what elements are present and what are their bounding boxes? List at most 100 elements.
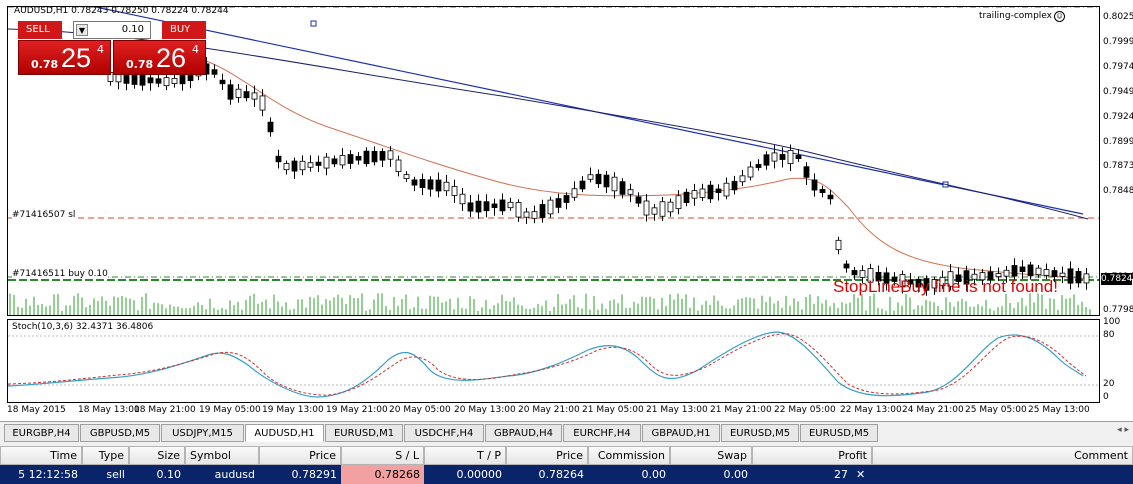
column-header[interactable]: Price	[506, 446, 588, 465]
candle-body	[155, 78, 162, 84]
stoch-level-label: 20	[1103, 379, 1115, 389]
candle-body	[411, 179, 418, 186]
buy-price-sup: 4	[192, 43, 199, 56]
cell-symbol: audusd	[214, 468, 255, 481]
candle-body	[387, 150, 394, 160]
candle-body	[243, 91, 250, 99]
candle-body	[739, 175, 746, 183]
column-header[interactable]: Type	[82, 446, 129, 465]
price-axis: 0.8025 0.7999 0.7974 0.7949 0.7924 0.7899 0.78…	[1100, 6, 1133, 316]
candle-body	[939, 276, 946, 286]
candle-body	[827, 194, 834, 200]
column-header[interactable]: Price	[259, 446, 341, 465]
chart-tab[interactable]: EURUSD,M1	[325, 424, 403, 442]
candle-body	[355, 155, 362, 161]
candle-body	[603, 174, 610, 188]
candle-body	[1067, 268, 1074, 284]
time-axis: 18 May 2015 18 May 13:00 18 May 21:00 19 Ma…	[7, 404, 1100, 420]
candle-body	[443, 181, 450, 192]
buy-button[interactable]: BUY	[162, 21, 206, 39]
candle-body	[955, 274, 962, 282]
column-header[interactable]: T / P	[424, 446, 506, 465]
column-header[interactable]: Size	[129, 446, 185, 465]
candle-body	[483, 201, 490, 212]
stoch-level-label: 80	[1103, 330, 1115, 340]
sl-order-label: #71416507 sl	[12, 210, 76, 220]
candle-body	[875, 271, 882, 282]
lot-value[interactable]: 0.10	[121, 24, 144, 35]
time-axis-label: 21 May 05:00	[582, 405, 644, 415]
candle-body	[723, 182, 730, 197]
expert-advisor-label[interactable]: trailing-complex ☺	[979, 11, 1065, 22]
candle-body	[227, 84, 234, 100]
column-header[interactable]: S / L	[341, 446, 424, 465]
candle-body	[1083, 273, 1090, 284]
candle-body	[451, 186, 458, 196]
price-axis-label: 0.7873	[1103, 161, 1133, 172]
chart-tab[interactable]: GBPUSD,M5	[80, 424, 160, 442]
stochastic-subwindow[interactable]: Stoch(10,3,6) 32.4371 36.4806	[7, 319, 1100, 403]
tab-scroll-arrows-icon[interactable]: ◂ ▸	[1117, 425, 1129, 435]
cell-type: sell	[106, 468, 125, 481]
column-header[interactable]: Commission	[588, 446, 670, 465]
candle-body	[363, 150, 370, 165]
chart-window[interactable]: AUDUSD,H1 0.78243 0.78250 0.78224 0.7824…	[0, 0, 1133, 421]
candle-body	[507, 201, 514, 209]
candle-body	[699, 188, 706, 198]
time-axis-label: 19 May 13:00	[262, 405, 324, 415]
column-header[interactable]: Profit	[752, 446, 872, 465]
price-axis-label: 0.7798	[1103, 305, 1133, 315]
table-row[interactable]: 5 12:12:58 sell 0.10 audusd 0.78291 0.78…	[0, 465, 1133, 484]
chart-tab[interactable]: GBPAUD,H4	[485, 424, 562, 442]
chart-tab[interactable]: EURGBP,H4	[4, 424, 79, 442]
candle-body	[491, 203, 498, 209]
cell-price: 0.78291	[291, 468, 338, 481]
sell-price-button[interactable]: 0.78 25 4	[18, 40, 111, 75]
time-axis-label: 21 May 13:00	[646, 405, 708, 415]
warning-message: StopLineBuy line is not found!	[833, 277, 1058, 296]
cell-stop-loss[interactable]: 0.78268	[341, 465, 424, 484]
stoch-level-label: 100	[1103, 317, 1121, 327]
candle-body	[883, 272, 890, 284]
candle-body	[555, 198, 562, 208]
chart-tab[interactable]: USDCHF,H4	[404, 424, 484, 442]
candle-body	[499, 199, 506, 212]
chart-tab[interactable]: EURUSD,M5	[800, 424, 878, 442]
chart-tab[interactable]: AUDUSD,H1	[245, 424, 324, 442]
chart-tab[interactable]: EURUSD,M5	[721, 424, 799, 442]
cell-time: 5 12:12:58	[18, 468, 78, 481]
lot-size-input[interactable]: ▼ 0.10	[73, 21, 151, 39]
candle-body	[1051, 270, 1058, 278]
candle-body	[891, 276, 898, 282]
price-axis-label: 0.7899	[1103, 136, 1133, 147]
price-axis-label: 0.7999	[1103, 36, 1133, 47]
cell-swap: 0.00	[723, 468, 749, 481]
candle-body	[771, 152, 778, 162]
candle-body	[283, 163, 290, 171]
close-order-icon[interactable]: ✕	[856, 468, 866, 481]
column-header[interactable]: Comment	[872, 446, 1133, 465]
trend-line	[92, 7, 1084, 215]
chart-tab[interactable]: GBPAUD,H1	[642, 424, 720, 442]
column-header[interactable]: Time	[0, 446, 82, 465]
candle-body	[315, 161, 322, 166]
sell-button[interactable]: SELL	[18, 21, 62, 39]
candle-body	[731, 180, 738, 191]
candle-body	[691, 190, 698, 199]
chart-tab[interactable]: USDJPY,M15	[161, 424, 244, 442]
candle-body	[251, 92, 258, 100]
candle-body	[899, 274, 906, 288]
volume-bars-group	[9, 293, 1091, 315]
buy-price-button[interactable]: 0.78 26 4	[113, 40, 206, 75]
candle-body	[587, 174, 594, 180]
candle-body	[1019, 266, 1026, 272]
stoch-main-line	[8, 331, 1084, 398]
chevron-down-icon[interactable]: ▼	[76, 24, 88, 36]
chart-tab[interactable]: EURCHF,H4	[563, 424, 641, 442]
price-chart[interactable]: AUDUSD,H1 0.78243 0.78250 0.78224 0.7824…	[7, 6, 1100, 316]
column-header[interactable]: Symbol	[185, 446, 259, 465]
cell-take-profit[interactable]: 0.00000	[456, 468, 503, 481]
candle-body	[267, 121, 274, 133]
column-header[interactable]: Swap	[670, 446, 752, 465]
candle-body	[835, 239, 842, 251]
